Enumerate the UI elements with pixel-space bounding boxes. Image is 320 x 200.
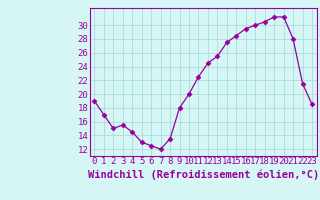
- X-axis label: Windchill (Refroidissement éolien,°C): Windchill (Refroidissement éolien,°C): [88, 169, 319, 180]
